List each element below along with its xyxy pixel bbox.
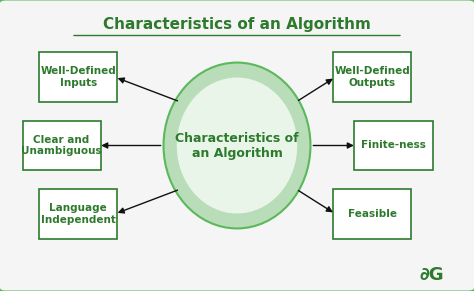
FancyBboxPatch shape <box>333 52 411 102</box>
FancyBboxPatch shape <box>39 52 117 102</box>
FancyBboxPatch shape <box>23 121 100 170</box>
FancyBboxPatch shape <box>333 189 411 239</box>
Text: Characteristics of
an Algorithm: Characteristics of an Algorithm <box>175 132 299 159</box>
Text: ∂G: ∂G <box>419 266 444 284</box>
Ellipse shape <box>164 63 310 228</box>
Text: Feasible: Feasible <box>347 209 397 219</box>
Ellipse shape <box>177 77 297 214</box>
Text: Well-Defined
Inputs: Well-Defined Inputs <box>40 66 116 88</box>
Text: Clear and
Unambiguous: Clear and Unambiguous <box>21 135 102 156</box>
Text: Characteristics of an Algorithm: Characteristics of an Algorithm <box>103 17 371 32</box>
Text: Well-Defined
Outputs: Well-Defined Outputs <box>334 66 410 88</box>
FancyBboxPatch shape <box>354 121 432 170</box>
FancyBboxPatch shape <box>39 189 117 239</box>
Text: Finite-ness: Finite-ness <box>361 141 426 150</box>
Text: Language
Independent: Language Independent <box>41 203 116 225</box>
